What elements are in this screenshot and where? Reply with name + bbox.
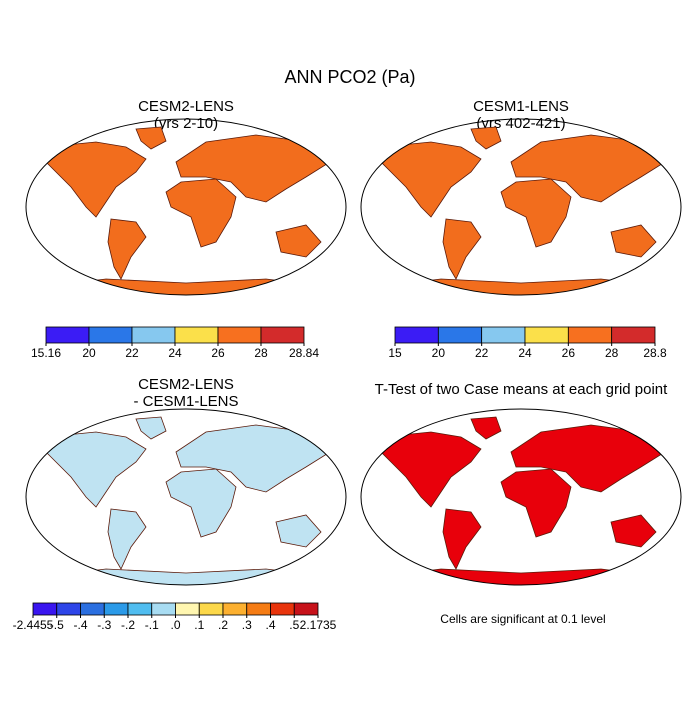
footnote: Cells are significant at 0.1 level: [440, 612, 605, 626]
colorbar-label: -.2: [121, 618, 135, 632]
colorbar-label: 20: [432, 346, 446, 360]
colorbar-box: [198, 602, 224, 616]
colorbar-label: 24: [518, 346, 532, 360]
colorbar-label: 22: [125, 346, 139, 360]
panel-title: CESM2-LENS: [138, 98, 234, 115]
colorbar-box: [246, 602, 271, 616]
map: [25, 408, 347, 586]
colorbar-label: 15.16: [31, 346, 61, 360]
map-outline: [360, 118, 682, 296]
continents: [26, 126, 346, 295]
colorbar-label: 22: [475, 346, 489, 360]
map-land: [361, 126, 681, 295]
panel-title: (yrs 2-10): [154, 115, 218, 132]
colorbar-label: 2.1735: [300, 618, 337, 632]
map-land: [26, 126, 346, 295]
colorbar-label: 26: [211, 346, 225, 360]
colorbar-label: 20: [82, 346, 96, 360]
panel-title: (yrs 402-421): [476, 115, 565, 132]
colorbar-label: .4: [265, 618, 275, 632]
map-outline: [360, 408, 682, 586]
colorbar-box: [131, 326, 176, 344]
colorbar-box: [270, 602, 295, 616]
panel-title: T-Test of two Case means at each grid po…: [375, 381, 668, 398]
colorbar-box: [56, 602, 81, 616]
colorbar-box: [611, 326, 656, 344]
map: [360, 408, 682, 586]
continents: [26, 416, 346, 585]
colorbar-label: 28: [605, 346, 619, 360]
colorbar-label: 26: [562, 346, 576, 360]
map-land: [361, 416, 681, 585]
colorbar-box: [175, 602, 200, 616]
colorbar-box: [127, 602, 153, 616]
colorbar-box: [32, 602, 58, 616]
colorbar-box: [103, 602, 129, 616]
colorbar-label: 28: [254, 346, 268, 360]
map-outline: [25, 408, 347, 586]
colorbar-label: 28.84: [289, 346, 319, 360]
colorbar-label: .2: [218, 618, 228, 632]
colorbar-box: [394, 326, 439, 344]
continents: [361, 416, 681, 585]
colorbar-box: [217, 326, 262, 344]
figure-title: ANN PCO2 (Pa): [284, 67, 415, 87]
map-land: [26, 416, 346, 585]
continents: [361, 126, 681, 295]
colorbar-box: [222, 602, 248, 616]
colorbar-box: [45, 326, 90, 344]
colorbar-label: .0: [170, 618, 180, 632]
colorbar-label: 28.8: [643, 346, 667, 360]
colorbar-label: .5: [289, 618, 299, 632]
panel-title: CESM2-LENS: [138, 376, 234, 393]
colorbar-box: [437, 326, 483, 344]
colorbar-box: [88, 326, 133, 344]
colorbar-box: [524, 326, 569, 344]
colorbar-box: [80, 602, 105, 616]
colorbar-label: -.5: [50, 618, 64, 632]
colorbar-label: 24: [168, 346, 182, 360]
colorbar-box: [260, 326, 305, 344]
colorbar-box: [293, 602, 319, 616]
map-outline: [25, 118, 347, 296]
colorbar-label: .1: [194, 618, 204, 632]
panel-title: CESM1-LENS: [473, 98, 569, 115]
colorbar-label: 15: [388, 346, 402, 360]
panel-title: - CESM1-LENS: [133, 393, 238, 410]
colorbar-label: -.3: [97, 618, 111, 632]
map: [360, 118, 682, 296]
colorbar-label: -.4: [73, 618, 87, 632]
colorbar-box: [174, 326, 219, 344]
colorbar-box: [481, 326, 526, 344]
colorbar-box: [151, 602, 176, 616]
colorbar-label: -.1: [145, 618, 159, 632]
map: [25, 118, 347, 296]
colorbar-box: [567, 326, 613, 344]
colorbar-label: -2.4455: [13, 618, 54, 632]
colorbar-label: .3: [242, 618, 252, 632]
